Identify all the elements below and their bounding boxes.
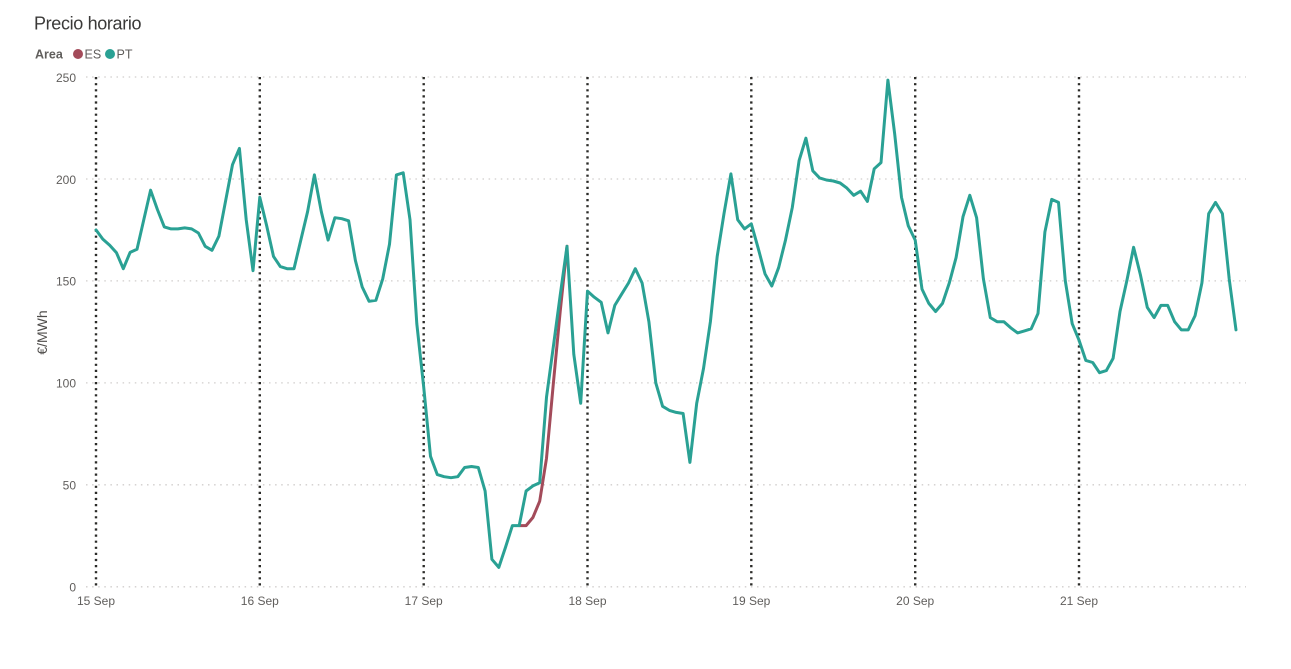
svg-text:17 Sep: 17 Sep [405, 594, 443, 608]
svg-text:19 Sep: 19 Sep [732, 594, 770, 608]
svg-text:Precio horario: Precio horario [34, 14, 141, 34]
svg-text:16 Sep: 16 Sep [241, 594, 279, 608]
svg-text:PT: PT [117, 47, 133, 61]
svg-text:20 Sep: 20 Sep [896, 594, 934, 608]
svg-text:0: 0 [69, 581, 76, 595]
svg-text:18 Sep: 18 Sep [568, 594, 606, 608]
svg-text:150: 150 [56, 275, 76, 289]
svg-text:Area: Area [35, 47, 64, 61]
svg-text:250: 250 [56, 71, 76, 85]
svg-text:15 Sep: 15 Sep [77, 594, 115, 608]
svg-text:200: 200 [56, 173, 76, 187]
svg-text:ES: ES [85, 47, 102, 61]
svg-text:100: 100 [56, 377, 76, 391]
svg-text:€/MWh: €/MWh [34, 310, 50, 354]
svg-text:50: 50 [63, 479, 77, 493]
svg-text:21 Sep: 21 Sep [1060, 594, 1098, 608]
